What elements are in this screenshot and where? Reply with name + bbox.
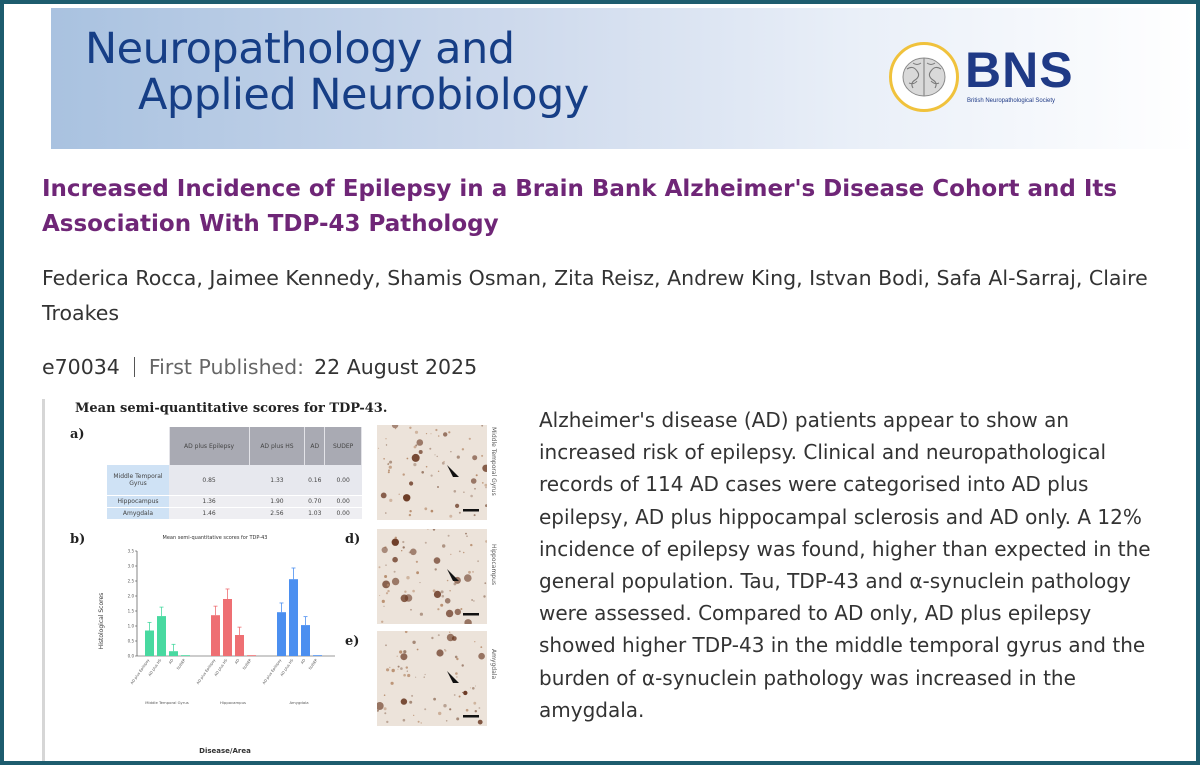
chart-bar: [223, 599, 232, 656]
bar-chart: Mean semi-quantitative scores for TDP-43…: [75, 531, 340, 756]
panel-label-e: e): [345, 634, 360, 649]
y-tick-label: 0.0: [128, 654, 135, 659]
journal-name-line1: Neuropathology and: [85, 24, 515, 74]
table-cell: 1.33: [249, 465, 305, 496]
table-cell: 0.16: [304, 465, 325, 496]
x-tick-label: SUDEP: [242, 658, 253, 671]
journal-name: Neuropathology and Applied Neurobiology: [85, 26, 589, 118]
y-tick-label: 1.5: [128, 609, 135, 614]
chart-bar: [277, 612, 286, 656]
table-header: AD: [304, 427, 326, 465]
chart-bar: [301, 625, 310, 656]
society-logo[interactable]: BNS British Neuropathological Society: [889, 42, 1094, 118]
chart-bar: [313, 655, 322, 656]
table-cell: 2.56: [249, 507, 305, 520]
table-corner: [107, 427, 170, 465]
graphical-abstract-figure[interactable]: Mean semi-quantitative scores for TDP-43…: [42, 399, 525, 761]
x-tick-label: AD: [300, 658, 306, 665]
y-tick-label: 2.5: [128, 579, 135, 584]
panel-label-a: a): [70, 427, 85, 442]
author-link[interactable]: Jaimee Kennedy: [209, 266, 387, 290]
published-date: 22 August 2025: [314, 355, 478, 379]
journal-name-line2: Applied Neurobiology: [138, 70, 589, 120]
chart-title: Mean semi-quantitative scores for TDP-43: [163, 535, 268, 541]
micrograph-amygdala: [377, 631, 487, 726]
table-cell: 0.70: [304, 495, 325, 508]
table-cell: 0.85: [169, 465, 250, 496]
table-header: AD plus HS: [249, 427, 306, 465]
author-link[interactable]: Zita Reisz: [554, 266, 667, 290]
table-cell: 1.46: [169, 507, 250, 520]
table-cell: 0.00: [324, 495, 362, 508]
x-tick-label: AD plus Epilepsy: [262, 658, 283, 686]
table-row-header: Middle Temporal Gyrus: [107, 465, 169, 496]
author-list: Federica RoccaJaimee KennedyShamis Osman…: [42, 261, 1152, 331]
micrograph-label: Amygdala: [490, 649, 497, 680]
chart-bar: [247, 655, 256, 656]
table-row: Middle Temporal Gyrus 0.85 1.33 0.16 0.0…: [107, 465, 362, 496]
author-link[interactable]: Istvan Bodi: [809, 266, 936, 290]
chart-ylabel: Histological Scores: [98, 593, 105, 650]
journal-banner[interactable]: Neuropathology and Applied Neurobiology …: [51, 8, 1196, 149]
chart-bar: [181, 655, 190, 656]
table-header: AD plus Epilepsy: [169, 427, 250, 465]
article-meta: e70034 First Published: 22 August 2025: [42, 350, 477, 384]
table-cell: 0.00: [324, 507, 362, 520]
chart-bar: [289, 579, 298, 656]
x-tick-label: SUDEP: [308, 658, 319, 671]
scores-table: AD plus Epilepsy AD plus HS AD SUDEP Mid…: [107, 427, 362, 520]
society-name: British Neuropathological Society: [967, 98, 1056, 104]
micrograph-label: Middle Temporal Gyrus: [490, 427, 497, 496]
table-header: SUDEP: [324, 427, 362, 465]
author-link[interactable]: Safa Al-Sarraj: [937, 266, 1089, 290]
chart-bar: [211, 615, 220, 656]
author-link[interactable]: Claire Troakes: [42, 266, 1148, 325]
x-tick-label: AD plus Epilepsy: [196, 658, 217, 686]
y-tick-label: 2.0: [128, 594, 135, 599]
table-cell: 1.03: [304, 507, 325, 520]
article-title[interactable]: Increased Incidence of Epilepsy in a Bra…: [42, 176, 1118, 237]
panel-label-b: b): [70, 532, 86, 547]
author-link[interactable]: Andrew King: [667, 266, 809, 290]
micrograph-hippocampus: [377, 529, 487, 624]
y-tick-label: 3.0: [128, 564, 135, 569]
society-abbr: BNS: [965, 42, 1074, 98]
author-link[interactable]: Federica Rocca: [42, 266, 209, 290]
abstract-text: Alzheimer's disease (AD) patients appear…: [539, 408, 1151, 722]
chart-xlabel: Disease/Area: [199, 747, 251, 755]
micrograph-middle-temporal-gyrus: [377, 425, 487, 520]
x-tick-label: SUDEP: [176, 658, 187, 671]
x-tick-label: AD: [168, 658, 174, 665]
author-link[interactable]: Shamis Osman: [387, 266, 554, 290]
table-row-header: Amygdala: [107, 507, 169, 520]
chart-bar: [169, 651, 178, 656]
chart-bar: [235, 635, 244, 656]
published-label: First Published:: [148, 355, 305, 379]
table-row: Amygdala 1.46 2.56 1.03 0.00: [107, 507, 362, 520]
table-row-header: Hippocampus: [107, 495, 169, 508]
panel-label-d: d): [345, 532, 361, 547]
chart-bar: [145, 630, 154, 656]
article-id: e70034: [42, 355, 120, 379]
brain-icon: [889, 42, 959, 112]
y-tick-label: 0.5: [128, 639, 135, 644]
table-cell: 1.36: [169, 495, 250, 508]
table-cell: 1.90: [249, 495, 305, 508]
micrograph-label: Hippocampus: [490, 544, 497, 586]
x-tick-label: AD: [234, 658, 240, 665]
meta-divider: [133, 357, 135, 377]
group-label: Amygdala: [289, 700, 308, 705]
bar-chart-svg: Mean semi-quantitative scores for TDP-43…: [98, 535, 335, 755]
group-label: Hippocampus: [220, 700, 246, 705]
table-row: Hippocampus 1.36 1.90 0.70 0.00: [107, 495, 362, 508]
figure-title: Mean semi-quantitative scores for TDP-43…: [75, 401, 388, 416]
group-label: Middle Temporal Gyrus: [145, 700, 188, 705]
y-tick-label: 1.0: [128, 624, 135, 629]
x-tick-label: AD plus Epilepsy: [130, 658, 151, 686]
table-cell: 0.00: [324, 465, 362, 496]
y-tick-label: 3.5: [128, 549, 135, 554]
chart-bar: [157, 616, 166, 656]
